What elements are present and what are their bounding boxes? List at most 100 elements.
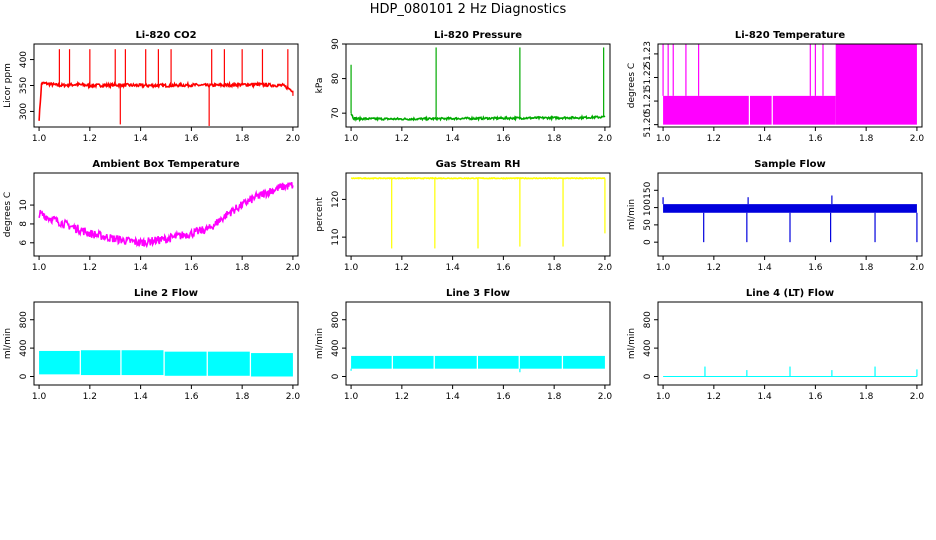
x-tick-label: 1.0 (344, 134, 359, 144)
x-tick-label: 1.4 (757, 392, 772, 402)
data-line-pressure (350, 113, 606, 123)
x-tick-label: 2.0 (910, 263, 925, 273)
y-axis-label: ml/min (627, 328, 637, 359)
x-tick-label: 1.4 (133, 134, 148, 144)
data-line-co2 (38, 80, 294, 121)
panel-5: Gas Stream RH percent 1.0 1.2 1.4 1.6 1.8 2.0 11… (315, 159, 612, 273)
y-tick-label: 51.22 (643, 65, 653, 91)
y-axis-label: kPa (315, 78, 325, 94)
panel-title: Li-820 Pressure (434, 30, 522, 41)
y-tick-label: 400 (19, 339, 29, 356)
y-tick-label: 100 (643, 199, 653, 216)
x-tick-label: 2.0 (286, 134, 301, 144)
y-tick-label: 90 (331, 38, 341, 50)
x-tick-label: 1.6 (496, 134, 511, 144)
x-tick-label: 1.0 (32, 392, 47, 402)
y-tick-label: 400 (643, 339, 653, 356)
panel-title: Line 4 (LT) Flow (746, 288, 834, 299)
y-axis-label: ml/min (3, 328, 13, 359)
data-band (835, 44, 917, 125)
y-tick-label: 50 (643, 219, 653, 231)
data-band (351, 355, 392, 369)
panel-9: Line 4 (LT) Flow ml/min 1.0 1.2 1.4 1.6 1.8 2.0… (627, 288, 924, 402)
panel-title: Line 3 Flow (446, 288, 510, 299)
data-band (478, 355, 519, 369)
x-tick-label: 1.8 (859, 392, 874, 402)
data-band (519, 355, 562, 369)
x-tick-label: 2.0 (598, 134, 613, 144)
y-tick-label: 0 (643, 239, 653, 245)
x-tick-label: 1.4 (445, 134, 460, 144)
y-tick-label: 6 (19, 240, 29, 246)
plot-area (38, 182, 294, 249)
x-tick-label: 1.8 (547, 134, 562, 144)
panel-6: Sample Flow ml/min 1.0 1.2 1.4 1.6 1.8 2.0 0 50 10… (627, 159, 924, 273)
x-tick-label: 2.0 (910, 134, 925, 144)
x-tick-label: 1.2 (83, 134, 97, 144)
x-tick-label: 1.2 (707, 392, 721, 402)
x-tick-label: 2.0 (910, 392, 925, 402)
plot-frame (345, 43, 611, 128)
data-band (164, 351, 207, 376)
x-tick-label: 1.0 (344, 392, 359, 402)
x-tick-label: 1.4 (757, 134, 772, 144)
y-tick-label: 150 (643, 181, 653, 198)
y-tick-label: 10 (19, 199, 29, 211)
x-tick-label: 1.4 (133, 263, 148, 273)
x-tick-label: 2.0 (598, 263, 613, 273)
panel-4: Ambient Box Temperature degrees C 1.0 1.2 1.… (3, 159, 300, 273)
y-tick-label: 300 (19, 103, 29, 120)
x-tick-label: 2.0 (286, 263, 301, 273)
y-tick-label: 51.21 (643, 88, 653, 114)
panel-8: Line 3 Flow ml/min 1.0 1.2 1.4 1.6 1.8 2.0 0 400 8… (315, 288, 612, 402)
y-tick-label: 51.23 (643, 41, 653, 67)
x-tick-label: 1.8 (547, 263, 562, 273)
panel-title: Li-820 Temperature (735, 30, 845, 41)
x-tick-label: 1.4 (445, 263, 460, 273)
plot-frame (657, 301, 923, 386)
panel-3: Li-820 Temperature degrees C 1.0 1.2 1.4 1.6 1… (627, 30, 924, 144)
y-tick-label: 0 (643, 373, 653, 379)
plot-frame (33, 43, 299, 128)
plot-area (350, 355, 605, 373)
panel-1: Li-820 CO2 Licor ppm 1.0 1.2 1.4 1.6 1.8 2.0 300… (3, 30, 300, 144)
y-axis-label: degrees C (627, 63, 637, 108)
y-tick-label: 400 (19, 51, 29, 68)
x-tick-label: 1.0 (32, 263, 47, 273)
x-tick-label: 1.2 (395, 263, 409, 273)
data-band (251, 353, 293, 377)
y-tick-label: 0 (19, 373, 29, 379)
y-axis-label: Licor ppm (3, 63, 13, 108)
y-tick-label: 800 (643, 311, 653, 328)
x-tick-label: 1.6 (808, 392, 823, 402)
x-tick-label: 1.2 (707, 134, 721, 144)
x-tick-label: 1.2 (83, 263, 97, 273)
plot-frame (657, 172, 923, 257)
panel-title: Sample Flow (754, 159, 826, 170)
x-tick-label: 1.8 (235, 263, 250, 273)
x-tick-label: 1.2 (707, 263, 721, 273)
y-tick-label: 80 (331, 73, 341, 85)
x-tick-label: 1.4 (757, 263, 772, 273)
plot-frame (345, 301, 611, 386)
plot-area (662, 44, 917, 127)
data-band (434, 355, 477, 369)
panel-2: Li-820 Pressure kPa 1.0 1.2 1.4 1.6 1.8 2.0 70 80… (315, 30, 612, 144)
data-band (392, 355, 434, 369)
plot-frame (33, 172, 299, 257)
plot-frame (657, 43, 923, 128)
x-tick-label: 1.6 (496, 263, 511, 273)
x-tick-label: 1.6 (184, 134, 199, 144)
x-tick-label: 1.6 (184, 392, 199, 402)
x-tick-label: 1.6 (808, 263, 823, 273)
data-band (663, 204, 917, 213)
panel-title: Li-820 CO2 (135, 30, 196, 41)
data-band (563, 355, 605, 369)
y-tick-label: 350 (19, 77, 29, 94)
y-tick-label: 8 (19, 221, 29, 227)
x-tick-label: 1.0 (656, 392, 671, 402)
plot-area (663, 366, 918, 377)
y-axis-label: ml/min (627, 199, 637, 230)
x-tick-label: 1.2 (83, 392, 97, 402)
y-axis-label: degrees C (3, 192, 13, 237)
